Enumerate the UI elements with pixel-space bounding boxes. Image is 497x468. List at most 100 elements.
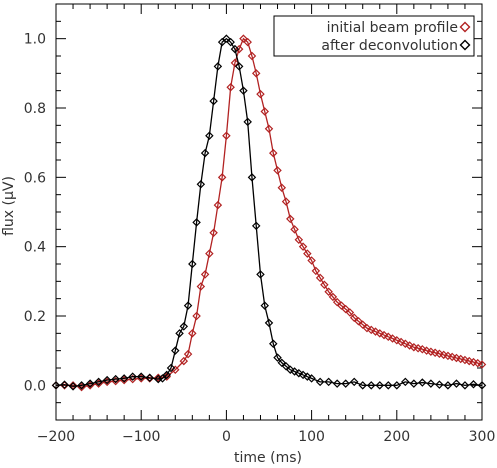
- data-point-after-deconvolution: [358, 381, 367, 390]
- data-point-after-deconvolution: [256, 270, 265, 279]
- data-point-initial-beam-profile: [68, 381, 78, 390]
- data-point-after-deconvolution: [294, 368, 304, 378]
- data-point-after-deconvolution: [111, 374, 120, 384]
- series-line-initial-beam-profile: [56, 37, 483, 388]
- data-point-initial-beam-profile: [239, 34, 248, 43]
- legend-marker-initial-beam-profile: [459, 21, 471, 33]
- series-line-after-deconvolution: [55, 37, 483, 388]
- data-point-after-deconvolution: [217, 37, 227, 47]
- x-tick-label: 0: [222, 429, 231, 445]
- data-point-initial-beam-profile: [349, 313, 359, 322]
- data-point-after-deconvolution: [341, 379, 350, 388]
- data-point-after-deconvolution: [222, 34, 231, 43]
- data-point-initial-beam-profile: [388, 334, 397, 343]
- x-tick-label: 300: [469, 429, 496, 445]
- data-point-after-deconvolution: [239, 86, 248, 95]
- data-point-after-deconvolution: [213, 62, 223, 71]
- data-point-after-deconvolution: [324, 377, 333, 387]
- data-point-initial-beam-profile: [384, 332, 393, 342]
- data-point-after-deconvolution: [230, 44, 240, 54]
- x-tick-label: −100: [122, 429, 160, 445]
- data-point-after-deconvolution: [60, 380, 69, 389]
- data-point-initial-beam-profile: [205, 249, 214, 258]
- data-point-initial-beam-profile: [358, 320, 367, 329]
- data-point-after-deconvolution: [234, 62, 244, 71]
- x-tick-label: −200: [37, 429, 75, 445]
- data-point-initial-beam-profile: [341, 304, 350, 314]
- data-point-after-deconvolution: [277, 358, 287, 368]
- legend-label-initial-beam-profile: initial beam profile: [327, 20, 458, 36]
- data-point-after-deconvolution: [188, 259, 197, 269]
- data-point-initial-beam-profile: [281, 197, 291, 206]
- data-point-after-deconvolution: [68, 382, 78, 391]
- data-point-initial-beam-profile: [366, 325, 376, 335]
- data-point-after-deconvolution: [366, 381, 376, 390]
- legend-marker-after-deconvolution: [459, 39, 471, 51]
- data-point-initial-beam-profile: [213, 200, 223, 210]
- data-point-initial-beam-profile: [362, 323, 372, 333]
- x-axis-title: time (ms): [234, 450, 302, 466]
- y-tick-label: 0.0: [24, 378, 46, 394]
- data-point-after-deconvolution: [51, 381, 61, 390]
- data-point-initial-beam-profile: [251, 69, 261, 78]
- data-point-after-deconvolution: [409, 379, 419, 388]
- data-point-after-deconvolution: [452, 379, 461, 388]
- data-point-initial-beam-profile: [192, 311, 201, 321]
- legend-label-after-deconvolution: after deconvolution: [321, 38, 458, 54]
- data-point-after-deconvolution: [175, 329, 184, 338]
- data-point-initial-beam-profile: [337, 301, 346, 310]
- data-point-after-deconvolution: [196, 180, 206, 189]
- data-point-initial-beam-profile: [303, 249, 312, 258]
- data-point-initial-beam-profile: [392, 336, 402, 345]
- data-point-after-deconvolution: [102, 375, 112, 385]
- legend: initial beam profile after deconvolution: [273, 15, 475, 57]
- data-point-initial-beam-profile: [179, 356, 189, 366]
- data-point-after-deconvolution: [264, 318, 274, 328]
- data-point-after-deconvolution: [384, 381, 393, 390]
- data-point-after-deconvolution: [153, 374, 163, 384]
- y-tick-label: 0.8: [24, 101, 46, 117]
- data-point-after-deconvolution: [77, 381, 86, 390]
- data-point-after-deconvolution: [460, 381, 470, 390]
- data-point-after-deconvolution: [469, 380, 478, 389]
- data-point-initial-beam-profile: [371, 327, 380, 336]
- plot-area: −200 −100 0 100 200 300 0.0 0.2 0.4 0.6 0.8 1.0: [24, 3, 496, 445]
- data-point-after-deconvolution: [179, 322, 189, 331]
- y-tick-label: 1.0: [24, 32, 46, 48]
- data-point-initial-beam-profile: [209, 228, 218, 238]
- data-point-initial-beam-profile: [307, 256, 316, 265]
- data-point-initial-beam-profile: [269, 148, 278, 158]
- data-point-after-deconvolution: [375, 381, 385, 390]
- data-point-initial-beam-profile: [264, 124, 274, 134]
- data-point-after-deconvolution: [286, 365, 295, 374]
- data-point-after-deconvolution: [435, 380, 444, 389]
- data-point-after-deconvolution: [158, 374, 167, 383]
- data-point-initial-beam-profile: [230, 58, 240, 68]
- data-point-after-deconvolution: [171, 346, 180, 355]
- data-point-after-deconvolution: [477, 381, 487, 390]
- data-point-initial-beam-profile: [473, 358, 482, 368]
- data-point-initial-beam-profile: [286, 214, 295, 224]
- data-point-after-deconvolution: [226, 37, 235, 47]
- data-point-after-deconvolution: [269, 339, 278, 348]
- data-point-after-deconvolution: [243, 117, 252, 127]
- data-point-after-deconvolution: [166, 363, 176, 373]
- data-point-after-deconvolution: [401, 377, 410, 387]
- data-point-after-deconvolution: [85, 379, 95, 388]
- plot-frame: [55, 3, 483, 421]
- data-point-initial-beam-profile: [311, 266, 321, 276]
- data-point-after-deconvolution: [145, 373, 154, 382]
- data-point-initial-beam-profile: [354, 316, 363, 326]
- data-point-initial-beam-profile: [405, 341, 414, 350]
- data-point-after-deconvolution: [392, 381, 402, 390]
- data-point-initial-beam-profile: [256, 89, 265, 99]
- data-point-initial-beam-profile: [324, 287, 333, 296]
- data-point-initial-beam-profile: [273, 166, 282, 175]
- data-point-initial-beam-profile: [379, 330, 389, 340]
- data-point-initial-beam-profile: [418, 345, 427, 354]
- data-point-after-deconvolution: [418, 378, 427, 387]
- data-point-initial-beam-profile: [290, 225, 299, 234]
- data-point-initial-beam-profile: [196, 282, 206, 291]
- data-point-initial-beam-profile: [401, 339, 410, 348]
